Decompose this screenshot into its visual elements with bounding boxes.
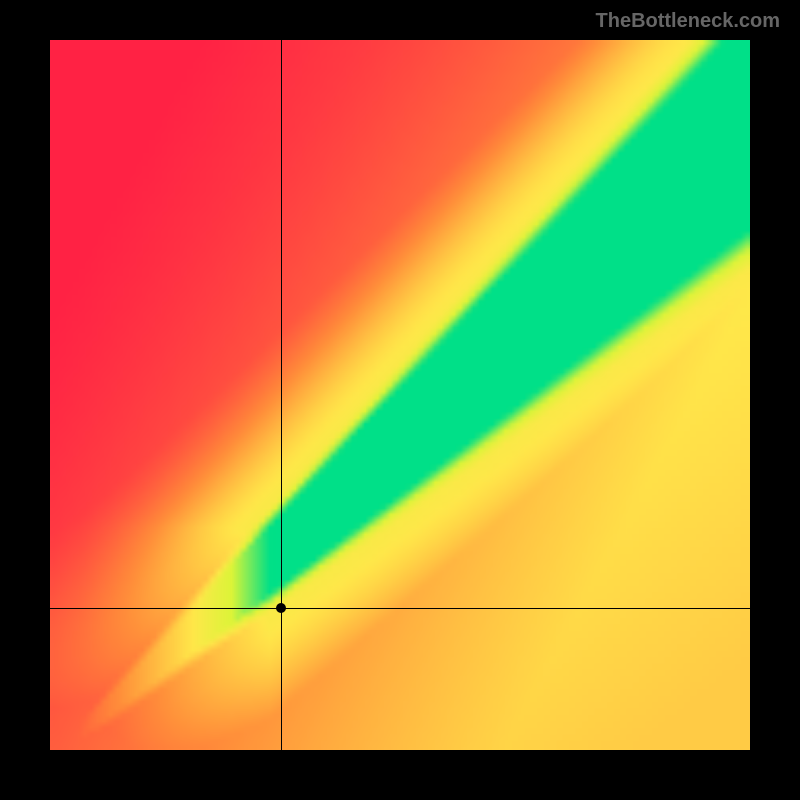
- heatmap-canvas: [50, 40, 750, 750]
- crosshair-horizontal: [50, 608, 750, 609]
- intersection-marker: [276, 603, 286, 613]
- watermark-text: TheBottleneck.com: [596, 10, 780, 33]
- bottleneck-heatmap: [50, 40, 750, 750]
- crosshair-vertical: [281, 40, 282, 750]
